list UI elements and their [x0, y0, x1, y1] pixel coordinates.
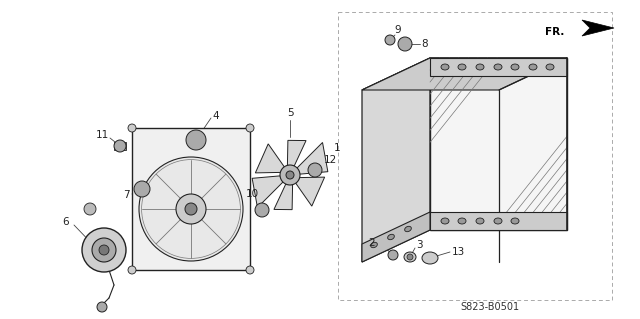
Polygon shape — [430, 212, 567, 230]
Text: 3: 3 — [416, 240, 422, 250]
Text: 1: 1 — [333, 143, 340, 153]
Ellipse shape — [494, 64, 502, 70]
Circle shape — [128, 124, 136, 132]
Text: 4: 4 — [212, 111, 219, 121]
Polygon shape — [362, 58, 567, 90]
Ellipse shape — [476, 218, 484, 224]
Circle shape — [255, 203, 269, 217]
Circle shape — [92, 238, 116, 262]
Circle shape — [246, 124, 254, 132]
Ellipse shape — [441, 218, 449, 224]
Circle shape — [398, 37, 412, 51]
Ellipse shape — [422, 252, 438, 264]
Ellipse shape — [441, 64, 449, 70]
Circle shape — [186, 130, 206, 150]
Text: 6: 6 — [62, 217, 69, 227]
Ellipse shape — [404, 252, 416, 262]
Circle shape — [407, 254, 413, 260]
Ellipse shape — [404, 226, 412, 232]
Polygon shape — [362, 58, 567, 90]
Polygon shape — [582, 20, 614, 36]
Circle shape — [385, 35, 395, 45]
Circle shape — [99, 245, 109, 255]
Ellipse shape — [511, 218, 519, 224]
Circle shape — [246, 266, 254, 274]
Polygon shape — [256, 205, 268, 213]
Circle shape — [82, 228, 126, 272]
Circle shape — [139, 157, 243, 261]
Ellipse shape — [458, 218, 466, 224]
Polygon shape — [274, 184, 292, 210]
Circle shape — [114, 140, 126, 152]
Circle shape — [134, 181, 150, 197]
Circle shape — [128, 266, 136, 274]
Polygon shape — [287, 140, 306, 166]
Circle shape — [280, 165, 300, 185]
Text: 5: 5 — [287, 108, 293, 118]
Circle shape — [84, 203, 96, 215]
Circle shape — [185, 203, 197, 215]
Polygon shape — [430, 58, 567, 76]
Ellipse shape — [546, 64, 554, 70]
Circle shape — [388, 250, 398, 260]
Text: 12: 12 — [324, 155, 337, 165]
Polygon shape — [114, 142, 126, 150]
Text: 2: 2 — [369, 238, 375, 248]
Text: 8: 8 — [421, 39, 428, 49]
Polygon shape — [362, 58, 430, 262]
Ellipse shape — [388, 234, 394, 240]
Text: 9: 9 — [394, 25, 401, 35]
Ellipse shape — [494, 218, 502, 224]
Bar — [338, 12, 612, 300]
Text: 13: 13 — [452, 247, 465, 257]
Text: 10: 10 — [245, 189, 259, 199]
Polygon shape — [255, 144, 284, 173]
Polygon shape — [132, 128, 250, 270]
Ellipse shape — [511, 64, 519, 70]
Polygon shape — [430, 58, 567, 230]
Polygon shape — [296, 177, 324, 206]
Text: 7: 7 — [124, 190, 130, 200]
Ellipse shape — [529, 64, 537, 70]
Ellipse shape — [458, 64, 466, 70]
Text: FR.: FR. — [545, 27, 564, 37]
Circle shape — [97, 302, 107, 312]
Ellipse shape — [476, 64, 484, 70]
Polygon shape — [297, 143, 328, 174]
Circle shape — [308, 163, 322, 177]
Circle shape — [286, 171, 294, 179]
Text: S823-B0501: S823-B0501 — [460, 302, 520, 312]
Ellipse shape — [371, 242, 378, 248]
Circle shape — [176, 194, 206, 224]
Text: 11: 11 — [96, 130, 109, 140]
Polygon shape — [362, 212, 430, 262]
Polygon shape — [252, 176, 283, 208]
